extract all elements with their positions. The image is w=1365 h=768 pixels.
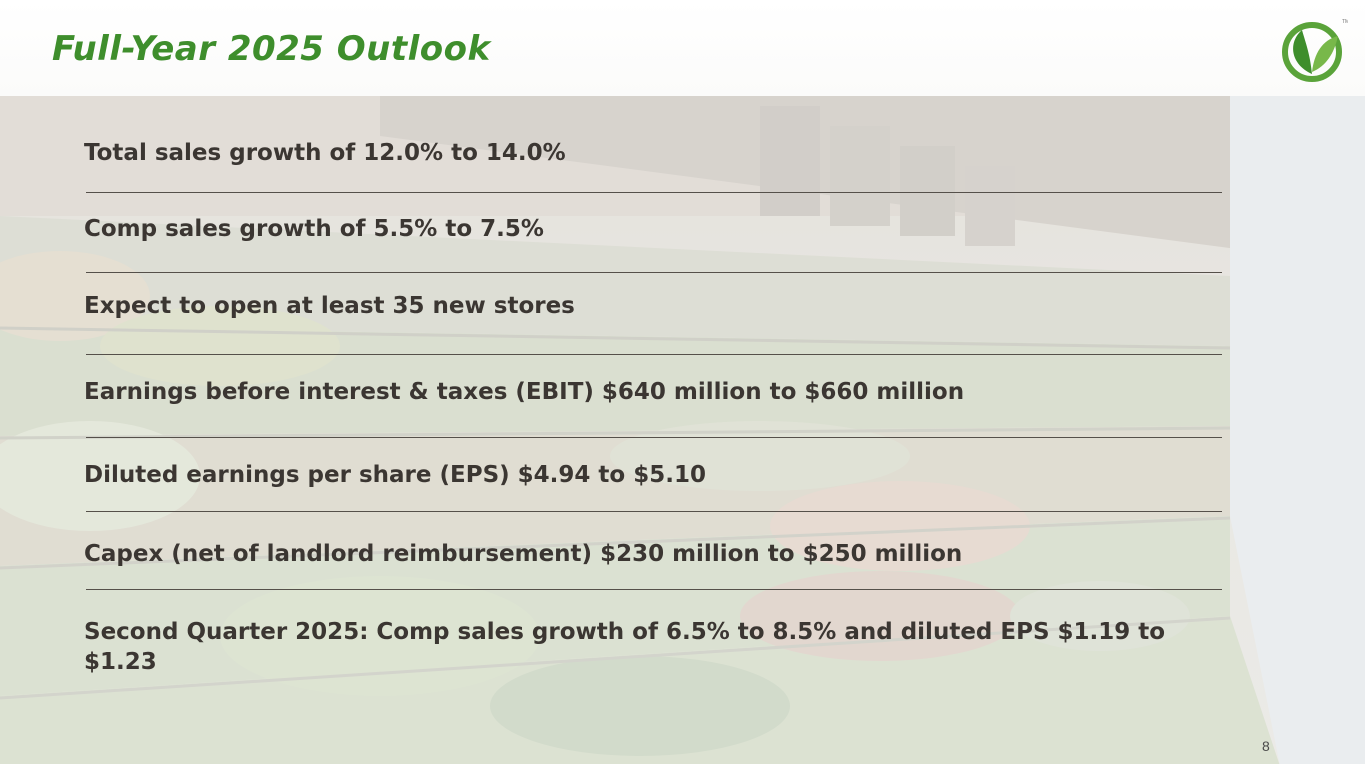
page-number: 8 [1262,738,1270,754]
produce-aisle-background [0,96,1365,766]
outlook-item-new-stores: Expect to open at least 35 new stores [84,293,575,319]
outlook-item-capex: Capex (net of landlord reimbursement) $2… [84,541,963,567]
divider-rule [86,354,1222,355]
divider-rule [86,437,1222,438]
bottom-strip [0,764,1365,768]
outlook-item-total-sales: Total sales growth of 12.0% to 14.0% [84,140,566,166]
slide-title: Full-Year 2025 Outlook [52,29,491,69]
divider-rule [86,589,1222,590]
outlook-item-comp-sales: Comp sales growth of 5.5% to 7.5% [84,216,544,242]
divider-rule [86,192,1222,193]
outlook-item-ebit: Earnings before interest & taxes (EBIT) … [84,379,965,405]
outlook-item-eps: Diluted earnings per share (EPS) $4.94 t… [84,462,706,488]
background-veil [0,96,1365,766]
outlook-item-second-quarter: Second Quarter 2025: Comp sales growth o… [84,619,1166,675]
divider-rule [86,511,1222,512]
sprouts-leaf-logo-icon: TM [1282,19,1348,82]
divider-rule [86,272,1222,273]
slide-header: Full-Year 2025 Outlook TM [0,0,1365,96]
svg-text:TM: TM [1342,19,1348,25]
